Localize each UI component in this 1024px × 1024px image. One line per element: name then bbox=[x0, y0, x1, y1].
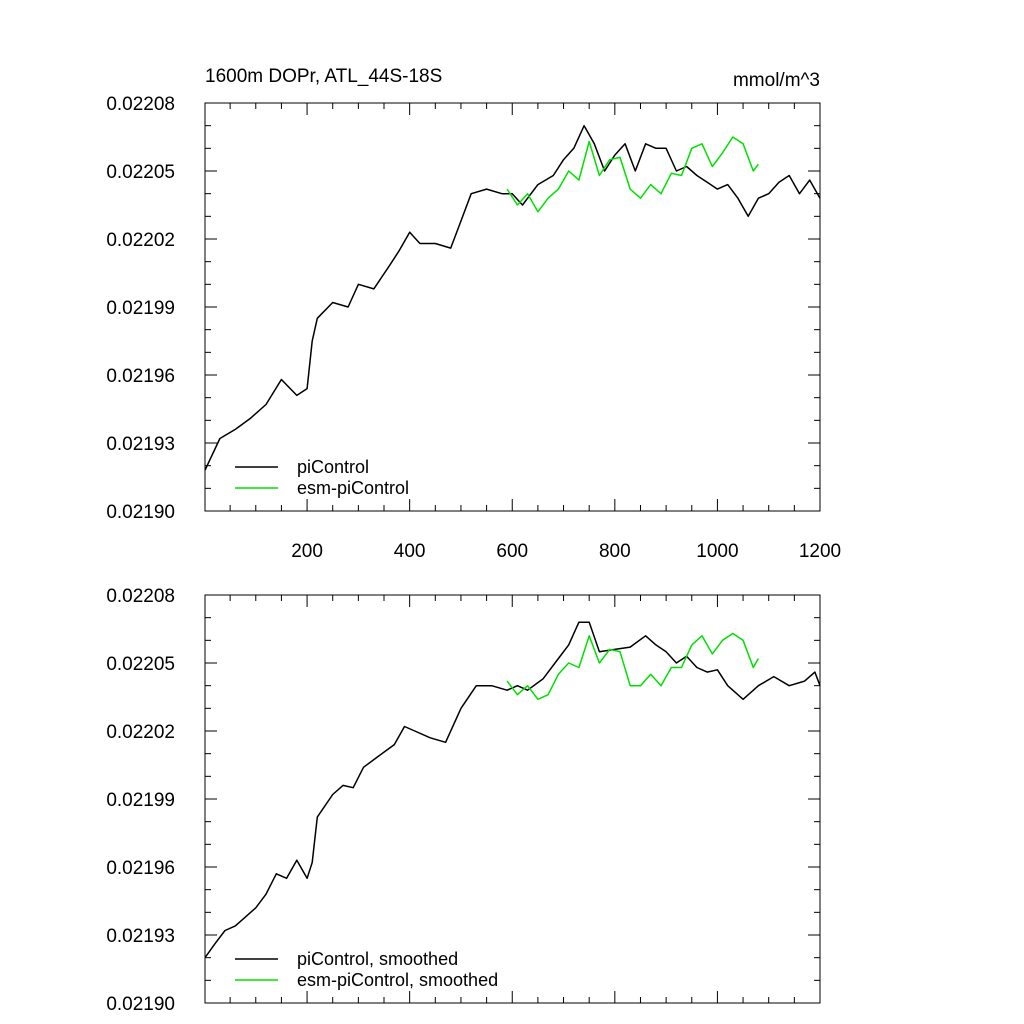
x-tick-label: 1200 bbox=[799, 541, 841, 562]
top-tick-marks bbox=[205, 102, 821, 512]
series-line-esm-picontrol bbox=[506, 136, 760, 213]
y-tick-label: 0.02208 bbox=[106, 586, 175, 607]
top-y-tick-labels: 0.02190 0.02193 0.02196 0.02199 0.02202 0.022… bbox=[106, 94, 175, 523]
x-tick-label: 800 bbox=[599, 541, 631, 562]
x-tick-label: 600 bbox=[496, 541, 528, 562]
y-tick-label: 0.02202 bbox=[106, 722, 175, 743]
bottom-series-group bbox=[204, 621, 821, 959]
bottom-tick-marks bbox=[205, 594, 821, 1004]
series-line-picontrol bbox=[204, 621, 821, 959]
top-panel: 1600m DOPr, ATL_44S-18S mmol/m^3 0.02190… bbox=[106, 66, 841, 562]
y-tick-label: 0.02199 bbox=[106, 298, 175, 319]
top-x-tick-labels: 200 400 600 800 1000 1200 bbox=[291, 541, 841, 562]
y-tick-label: 0.02208 bbox=[106, 94, 175, 115]
y-tick-label: 0.02199 bbox=[106, 790, 175, 811]
x-tick-label: 1000 bbox=[696, 541, 738, 562]
y-tick-label: 0.02202 bbox=[106, 230, 175, 251]
series-line-esm-picontrol bbox=[506, 632, 760, 701]
bottom-plot-frame bbox=[204, 594, 821, 1004]
x-tick-label: 200 bbox=[291, 541, 323, 562]
y-tick-label: 0.02205 bbox=[106, 162, 175, 183]
y-tick-label: 0.02190 bbox=[106, 502, 175, 523]
y-tick-label: 0.02205 bbox=[106, 654, 175, 675]
chart-title: 1600m DOPr, ATL_44S-18S bbox=[205, 66, 442, 87]
x-tick-label: 400 bbox=[394, 541, 426, 562]
series-line-picontrol bbox=[204, 124, 821, 471]
legend-label: piControl, smoothed bbox=[297, 949, 458, 969]
y-tick-label: 0.02193 bbox=[106, 434, 175, 455]
legend-label: esm-piControl, smoothed bbox=[297, 970, 498, 990]
bottom-y-tick-labels: 0.02190 0.02193 0.02196 0.02199 0.02202 0.022… bbox=[106, 586, 175, 1015]
top-plot-frame bbox=[204, 102, 821, 512]
top-series-group bbox=[204, 124, 821, 471]
legend-label: piControl bbox=[297, 457, 369, 477]
y-tick-label: 0.02190 bbox=[106, 994, 175, 1015]
y-tick-label: 0.02196 bbox=[106, 858, 175, 879]
y-tick-label: 0.02193 bbox=[106, 926, 175, 947]
units-label: mmol/m^3 bbox=[733, 70, 820, 91]
legend-label: esm-piControl bbox=[297, 478, 409, 498]
y-tick-label: 0.02196 bbox=[106, 366, 175, 387]
bottom-panel: 0.02190 0.02193 0.02196 0.02199 0.02202 0.022… bbox=[106, 586, 821, 1015]
